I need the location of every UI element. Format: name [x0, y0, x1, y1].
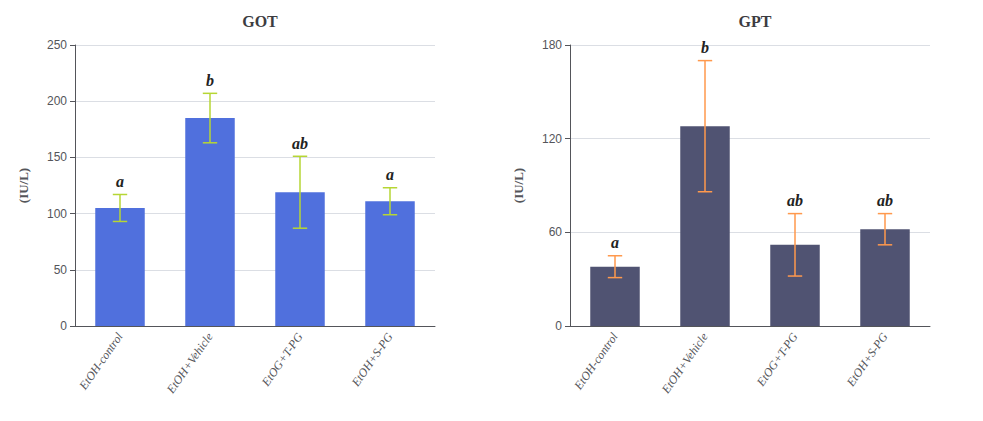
svg-text:b: b — [701, 39, 709, 56]
svg-text:EtOH+Vehicle: EtOH+Vehicle — [163, 329, 216, 396]
svg-text:ab: ab — [877, 192, 893, 209]
svg-text:b: b — [206, 72, 214, 89]
svg-text:EtOH+S-PG: EtOH+S-PG — [348, 330, 396, 390]
svg-text:EtOH-control: EtOH-control — [571, 329, 621, 393]
svg-text:250: 250 — [47, 38, 67, 52]
svg-text:(IU/L): (IU/L) — [511, 168, 526, 203]
svg-text:EtOG+T-PG: EtOG+T-PG — [753, 330, 801, 390]
svg-text:GPT: GPT — [739, 13, 772, 30]
svg-text:EtOH+Vehicle: EtOH+Vehicle — [658, 329, 711, 396]
svg-text:GOT: GOT — [242, 13, 278, 30]
svg-text:0: 0 — [60, 319, 67, 333]
svg-text:60: 60 — [549, 225, 563, 239]
svg-text:ab: ab — [787, 192, 803, 209]
svg-text:EtOH-control: EtOH-control — [76, 329, 126, 393]
svg-text:(IU/L): (IU/L) — [16, 168, 31, 203]
svg-text:EtOG+T-PG: EtOG+T-PG — [258, 330, 306, 390]
svg-text:120: 120 — [542, 132, 562, 146]
svg-text:200: 200 — [47, 94, 67, 108]
svg-text:0: 0 — [555, 319, 562, 333]
svg-text:180: 180 — [542, 38, 562, 52]
svg-text:a: a — [116, 173, 124, 190]
svg-text:100: 100 — [47, 207, 67, 221]
svg-text:ab: ab — [292, 135, 308, 152]
svg-text:50: 50 — [54, 263, 68, 277]
svg-text:EtOH+S-PG: EtOH+S-PG — [843, 330, 891, 390]
svg-text:a: a — [611, 234, 619, 251]
svg-text:a: a — [386, 166, 394, 183]
svg-text:150: 150 — [47, 150, 67, 164]
